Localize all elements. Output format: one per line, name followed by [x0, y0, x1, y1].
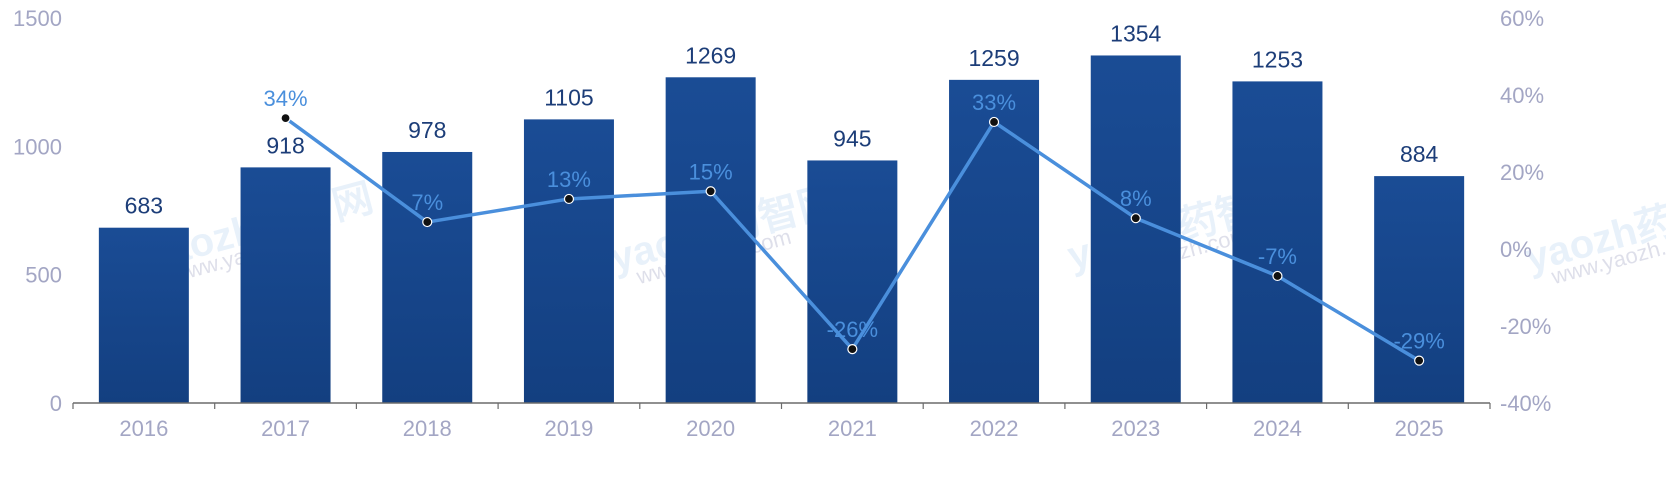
axes: 2016 2017 2018 2019 2020 2021 2022 2023 2024 2025…: [13, 6, 1551, 441]
bar-2025: [1374, 176, 1465, 403]
data-labels: 683 918 978 1105 1269 945 1259 1354 1253 884 34% 7%…: [125, 20, 1445, 353]
bar-value-label: 683: [125, 193, 163, 219]
right-y-tick-label: 0%: [1500, 237, 1532, 262]
bar-2017: [240, 167, 331, 403]
bar-2019: [523, 119, 614, 403]
growth-value-label: 33%: [972, 90, 1016, 115]
x-tick-label: 2020: [686, 416, 735, 441]
growth-point-2024: [1272, 270, 1283, 282]
bar-value-label: 884: [1400, 141, 1439, 167]
bar-value-label: 1354: [1110, 20, 1161, 46]
right-y-tick-label: -20%: [1500, 314, 1551, 339]
growth-point-2021: [847, 344, 858, 355]
x-tick-label: 2016: [119, 416, 168, 441]
growth-point-2025: [1414, 355, 1425, 366]
bar-2024: [1232, 81, 1323, 403]
x-tick-label: 2017: [261, 416, 310, 441]
x-tick-label: 2022: [970, 416, 1019, 441]
bar-2018: [382, 151, 473, 403]
bar-2022: [949, 79, 1040, 404]
bar-value-label: 978: [408, 117, 446, 143]
bar-value-label: 1105: [544, 84, 593, 110]
growth-point-2022: [988, 116, 1000, 128]
growth-point-2017: [280, 112, 291, 124]
growth-point-2018: [422, 216, 433, 228]
growth-value-label: 15%: [689, 159, 733, 184]
left-y-tick-label: 1000: [13, 134, 62, 159]
bar-value-label: 1253: [1252, 46, 1303, 72]
bar-2020: [665, 77, 756, 403]
left-y-tick-label: 500: [25, 263, 62, 288]
bar-value-label: 1269: [685, 42, 736, 68]
growth-value-label: 34%: [264, 86, 308, 111]
bar-value-label: 918: [266, 132, 304, 158]
bar-2021: [807, 160, 898, 403]
growth-value-label: -29%: [1393, 329, 1444, 354]
growth-point-2020: [705, 186, 716, 197]
growth-value-label: -26%: [827, 317, 878, 342]
x-tick-label: 2025: [1395, 416, 1444, 441]
right-y-tick-label: 60%: [1500, 6, 1544, 31]
growth-value-label: 7%: [411, 190, 443, 215]
right-y-tick-label: 20%: [1500, 160, 1544, 185]
growth-point-2019: [563, 193, 575, 205]
x-tick-label: 2018: [403, 416, 452, 441]
x-tick-label: 2023: [1111, 416, 1160, 441]
x-tick-label: 2021: [828, 416, 877, 441]
growth-line-series: [280, 112, 1425, 366]
right-y-tick-label: 40%: [1500, 83, 1544, 108]
right-y-tick-label: -40%: [1500, 391, 1551, 416]
bar-series: [98, 55, 1465, 404]
bar-value-label: 945: [833, 125, 871, 151]
growth-value-label: 13%: [547, 167, 591, 192]
growth-value-label: 8%: [1120, 186, 1152, 211]
x-tick-label: 2024: [1253, 416, 1302, 441]
bar-value-label: 1259: [968, 45, 1019, 71]
growth-point-2023: [1130, 213, 1141, 224]
growth-value-label: -7%: [1258, 244, 1297, 269]
x-tick-label: 2019: [544, 416, 593, 441]
bar-2016: [98, 227, 189, 403]
left-y-tick-label: 0: [50, 391, 62, 416]
left-y-tick-label: 1500: [13, 6, 62, 31]
